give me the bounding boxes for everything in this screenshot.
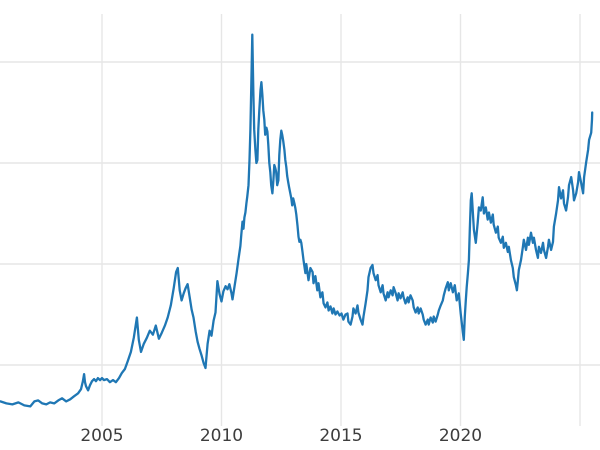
x-tick-label: 2020 <box>439 426 482 446</box>
x-tick-label: 2015 <box>319 426 362 446</box>
data-series-line <box>0 33 594 408</box>
x-tick-label: 2005 <box>80 426 123 446</box>
x-tick-label: 2010 <box>200 426 243 446</box>
